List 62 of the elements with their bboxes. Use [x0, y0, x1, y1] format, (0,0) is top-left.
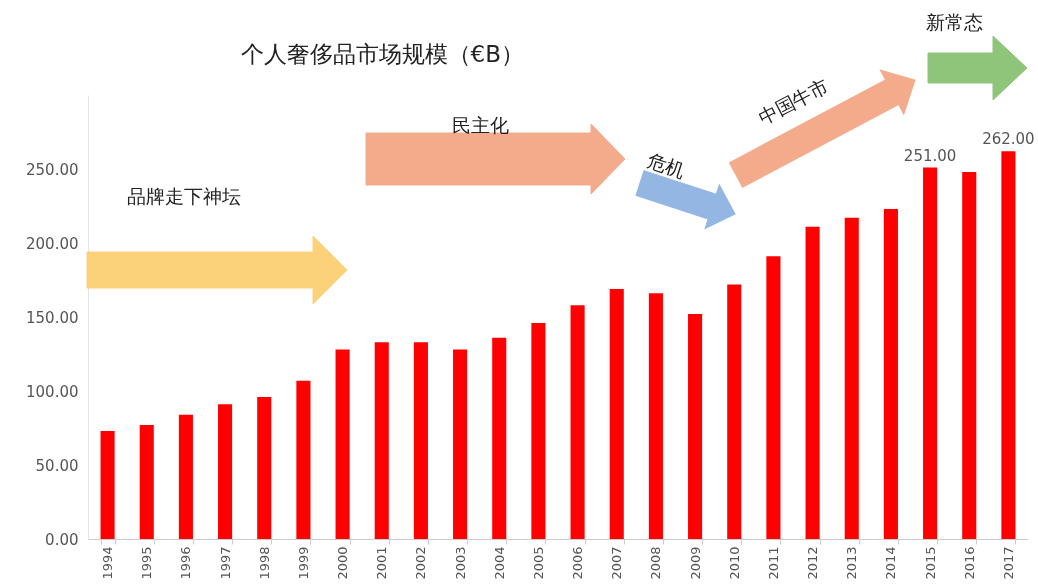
- y-tick-label: 0.00: [45, 530, 79, 549]
- y-tick-label: 100.00: [26, 382, 79, 401]
- x-tick-label: 2002: [413, 546, 429, 580]
- x-tick-label: 1996: [178, 546, 194, 580]
- bar: [296, 380, 311, 539]
- x-tick-label: 2006: [570, 546, 586, 580]
- x-tick-label: 1994: [100, 546, 116, 580]
- bar: [492, 337, 507, 539]
- x-tick-label: 2008: [648, 546, 664, 580]
- y-tick-label: 50.00: [35, 456, 79, 475]
- annotation: 品牌走下神坛: [127, 184, 241, 209]
- x-tick-label: 2012: [805, 546, 821, 580]
- bar: [178, 414, 193, 539]
- bar: [531, 322, 546, 539]
- bar: [962, 171, 977, 539]
- bar: [453, 349, 468, 539]
- x-tick-label: 1995: [139, 546, 155, 580]
- x-tick-label: 2007: [609, 546, 625, 580]
- x-tick-label: 2013: [844, 546, 860, 580]
- bar: [923, 167, 938, 539]
- x-tick-label: 2011: [765, 546, 781, 580]
- text: 新常态: [926, 10, 983, 35]
- bar: [218, 404, 233, 539]
- bar: [844, 217, 859, 539]
- x-tick-label: 1999: [295, 546, 311, 580]
- annotation: 民主化: [452, 113, 509, 138]
- bar: [609, 288, 624, 539]
- bar: [688, 314, 703, 539]
- annotation: 危机: [643, 148, 689, 184]
- bar: [766, 256, 781, 539]
- x-tick-label: 2014: [883, 546, 899, 580]
- bar: [139, 425, 154, 539]
- bar: [374, 342, 389, 539]
- y-tick-label: 250.00: [26, 160, 79, 179]
- x-tick-label: 2003: [452, 546, 468, 580]
- x-tick-label: 2010: [726, 546, 742, 580]
- y-tick-label: 150.00: [26, 308, 79, 327]
- bar: [648, 293, 663, 539]
- bar: [805, 226, 820, 539]
- y-tick-label: 200.00: [26, 234, 79, 253]
- x-tick-label: 2009: [687, 546, 703, 580]
- x-tick-label: 1998: [256, 546, 272, 580]
- x-tick-label: 2005: [530, 546, 546, 580]
- data-label: 251.00: [903, 146, 957, 165]
- data-label: 262.00: [982, 130, 1035, 149]
- bar: [883, 208, 898, 539]
- chart-title: 个人奢侈品市场规模（€B）: [240, 41, 524, 67]
- bar: [335, 349, 350, 539]
- x-tick-label: 1997: [217, 546, 233, 580]
- bar: [413, 342, 428, 539]
- x-tick-label: 2016: [961, 546, 977, 580]
- bar: [727, 284, 742, 539]
- bar: [100, 430, 115, 539]
- bar: [570, 305, 585, 539]
- x-tick-label: 2017: [1000, 546, 1016, 580]
- x-tick-label: 2004: [491, 546, 507, 580]
- bar: [257, 396, 272, 539]
- x-tick-label: 2015: [922, 546, 938, 580]
- annotation: 中国牛市: [754, 73, 834, 131]
- x-tick-label: 2001: [374, 546, 390, 580]
- x-tick-label: 2000: [335, 546, 351, 580]
- bar: [1001, 151, 1016, 539]
